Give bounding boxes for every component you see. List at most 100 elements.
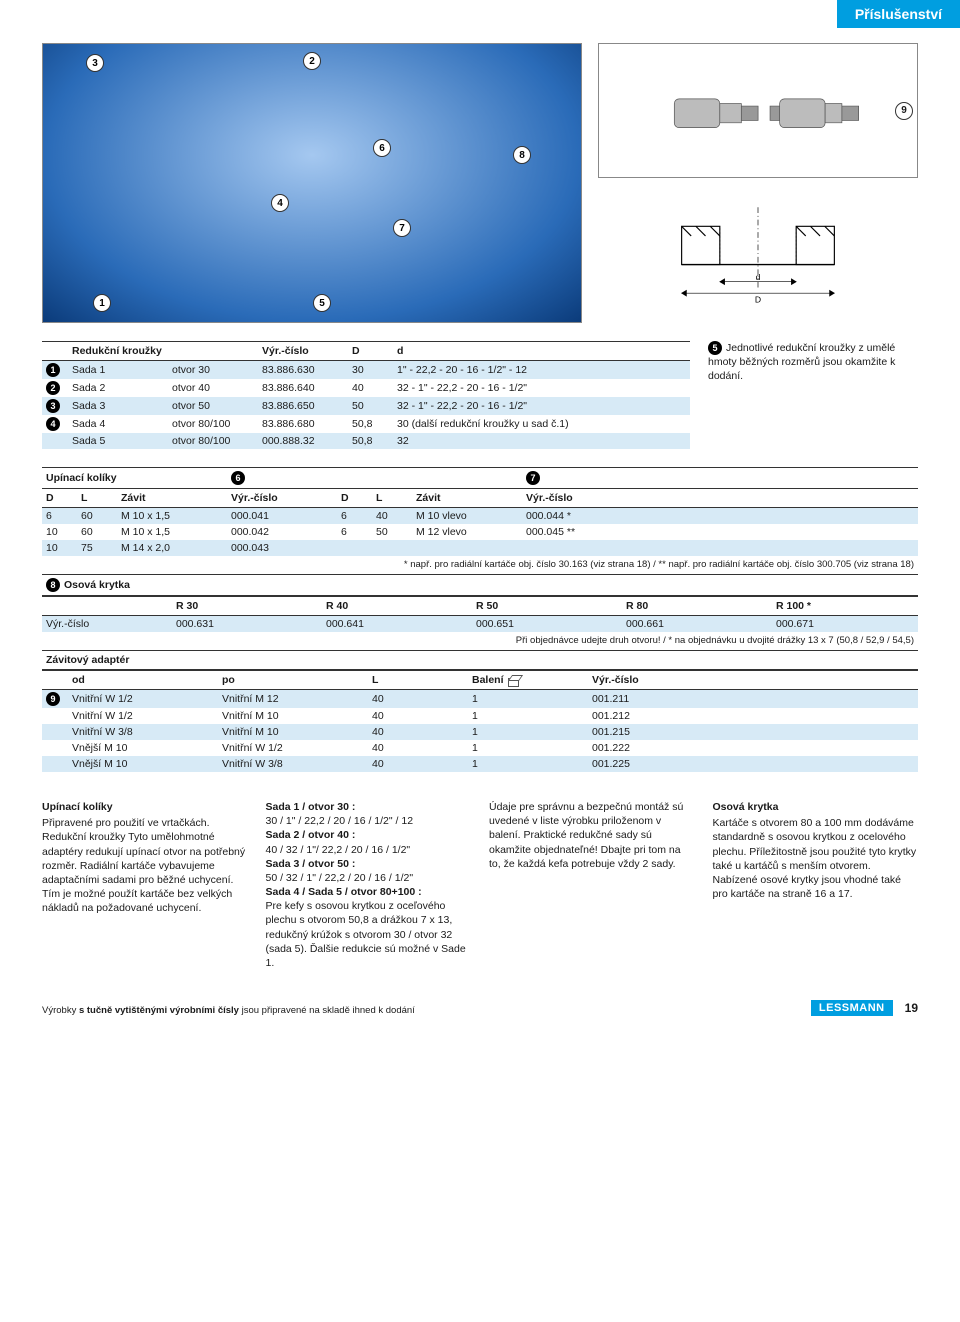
col: Výr.-číslo [227,489,337,508]
t1-col1: Výr.-číslo [258,342,348,361]
page-number: 19 [905,1001,918,1015]
t3-footnote: Při objednávce udejte druh otvoru! / * n… [42,632,918,648]
cell: 30 [348,361,393,380]
col: D [337,489,372,508]
row-bullet: 3 [46,399,60,413]
cell: 32 - 1" - 22,2 - 20 - 16 - 1/2" [393,397,690,415]
t1-col3: d [393,342,690,361]
callout-7: 7 [393,219,411,237]
cell: 50 [348,397,393,415]
sada3-label: Sada 3 / otvor 50 : [266,858,356,870]
cell: 50,8 [348,433,393,449]
sada2-label: Sada 2 / otvor 40 : [266,829,356,841]
cell: 60 [77,524,117,540]
col: R 80 [622,597,772,616]
cell: 83.886.640 [258,379,348,397]
col: Závit [412,489,522,508]
package-icon [508,675,520,685]
t2-footnote: * např. pro radiální kartáče obj. číslo … [42,556,918,572]
cell: 40 [368,740,468,756]
cell: 000.671 [772,616,918,633]
note4-body: Kartáče s otvorem 80 a 100 mm dodáváme s… [713,816,919,901]
footer-note: Výrobky s tučně vytištěnými výrobními čí… [42,1005,415,1016]
cell: 83.886.680 [258,415,348,433]
cell: 83.886.650 [258,397,348,415]
table-row: Výr.-číslo 000.631 000.641 000.651 000.6… [42,616,918,633]
note-col-3: Údaje pre správnu a bezpečnú montáž sú u… [489,800,695,970]
table-row: Sada 5 otvor 80/100 000.888.32 50,8 32 [42,433,690,449]
col: Výr.-číslo [522,489,918,508]
col: R 40 [322,597,472,616]
table-row: 9 Vnitřní W 1/2Vnitřní M 12401001.211 [42,690,918,709]
hero-row: 1 2 3 4 5 6 7 8 9 [42,43,918,323]
cell: 001.211 [588,690,918,709]
col: R 100 * [772,597,918,616]
cell: 1 [468,756,588,772]
callout-5: 5 [313,294,331,312]
t4-bullet: 9 [46,692,60,706]
callout-8: 8 [513,146,531,164]
product-photo: 1 2 3 4 5 6 7 8 [42,43,582,323]
cell: 000.045 ** [522,524,918,540]
cell: Sada 2 [68,379,168,397]
note3-body: Údaje pre správnu a bezpečnú montáž sú u… [489,800,695,871]
cell: Vnější M 10 [68,756,218,772]
callout-3: 3 [86,54,104,72]
fitting-photo: 9 [598,43,918,178]
col: Balení [468,671,588,690]
sada45-label: Sada 4 / Sada 5 / otvor 80+100 : [266,886,422,898]
cell: 000.042 [227,524,337,540]
header-bar: Příslušenství [0,0,960,28]
table-row: Vnější M 10Vnitřní W 3/8401001.225 [42,756,918,772]
cell: 50,8 [348,415,393,433]
sidenote-bullet: 5 [708,341,722,355]
table-row: 4 Sada 4 otvor 80/100 83.886.680 50,8 30… [42,415,690,433]
cell: 1" - 22,2 - 20 - 16 - 1/2" - 12 [393,361,690,380]
fitting-icon [615,51,901,171]
cell: 32 [393,433,690,449]
table-row: Vnější M 10Vnitřní W 1/2401001.222 [42,740,918,756]
sidenote-text: Jednotlivé redukční kroužky z umělé hmot… [708,342,895,382]
notes-row: Upínací kolíky Připravené pro použití ve… [42,800,918,970]
cell: 30 (další redukční kroužky u sad č.1) [393,415,690,433]
cross-section-diagram: d D [598,190,918,320]
table-row: 2 Sada 2 otvor 40 83.886.640 40 32 - 1" … [42,379,690,397]
cell: Sada 3 [68,397,168,415]
sada1-label: Sada 1 / otvor 30 : [266,801,356,813]
callout-2: 2 [303,52,321,70]
content-area: Redukční kroužky Výr.-číslo D d 1 Sada 1… [0,323,960,772]
cell: 6 [337,524,372,540]
cell: 75 [77,540,117,556]
table-row: Vnitřní W 1/2Vnitřní M 10401001.212 [42,708,918,724]
cell: 40 [368,724,468,740]
cell: 001.225 [588,756,918,772]
cell: 40 [348,379,393,397]
col: R 30 [172,597,322,616]
cell: Vnitřní M 10 [218,708,368,724]
cell: otvor 80/100 [168,415,258,433]
cell: 1 [468,690,588,709]
cell: 001.222 [588,740,918,756]
cell: Sada 5 [68,433,168,449]
col: D [42,489,77,508]
row-bullet: 1 [46,363,60,377]
cell: 000.651 [472,616,622,633]
table-upinaci-koliky: Upínací kolíky 6 7 D L Závit Výr.-číslo … [42,467,918,572]
t3-bullet: 8 [46,578,60,592]
cell: Vnitřní W 1/2 [68,690,218,709]
cell: Vnitřní M 10 [218,724,368,740]
cell: Vnitřní M 12 [218,690,368,709]
cell: Vnitřní W 3/8 [68,724,218,740]
table-osova-krytka: R 30 R 40 R 50 R 80 R 100 * Výr.-číslo 0… [42,596,918,648]
cell: 1 [468,740,588,756]
table-row: 1075M 14 x 2,0000.043 [42,540,918,556]
cell: 000.043 [227,540,337,556]
cell: 40 [368,756,468,772]
sidenote-5: 5Jednotlivé redukční kroužky z umělé hmo… [708,341,918,449]
t1-col2: D [348,342,393,361]
t4-title: Závitový adaptér [42,650,918,670]
col: Závit [117,489,227,508]
cell: 000.661 [622,616,772,633]
cell: 83.886.630 [258,361,348,380]
t1-title: Redukční kroužky [68,342,168,361]
